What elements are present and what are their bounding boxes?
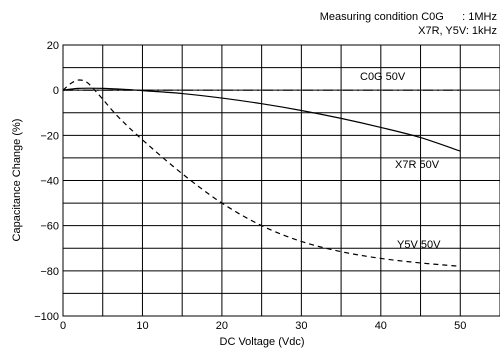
x-tick-label: 0 [60, 320, 66, 332]
y-tick-label: −80 [40, 266, 59, 278]
tick-labels: 0 10 20 30 40 50 20 0 −20 −40 −60 −80 −100 [34, 40, 466, 332]
series-lines [62, 79, 461, 267]
series-label-c0g: C0G 50V [360, 71, 406, 83]
x-tick-label: 10 [136, 320, 148, 332]
y-tick-label: 20 [47, 40, 59, 52]
x-tick-label: 30 [295, 320, 307, 332]
y-tick-label: −100 [34, 311, 59, 323]
y-tick-label: −40 [40, 176, 59, 188]
series-label-x7r: X7R 50V [395, 159, 440, 171]
series-line-x7r [62, 87, 461, 152]
measuring-condition-line-1: Measuring condition C0G : 1MHz [320, 11, 497, 23]
x-axis-label: DC Voltage (Vdc) [220, 336, 305, 348]
series-label-y5v: Y5V 50V [397, 239, 441, 251]
x-tick-label: 20 [216, 320, 228, 332]
measuring-condition-line-2: X7R, Y5V: 1kHz [418, 25, 497, 37]
x-tick-label: 50 [454, 320, 466, 332]
x-tick-label: 40 [375, 320, 387, 332]
y-tick-label: 0 [53, 85, 59, 97]
grid [63, 45, 500, 316]
y-tick-label: −60 [40, 221, 59, 233]
y-tick-label: −20 [40, 130, 59, 142]
plot-frame [62, 44, 500, 317]
y-axis-label: Capacitance Change (%) [11, 119, 23, 242]
